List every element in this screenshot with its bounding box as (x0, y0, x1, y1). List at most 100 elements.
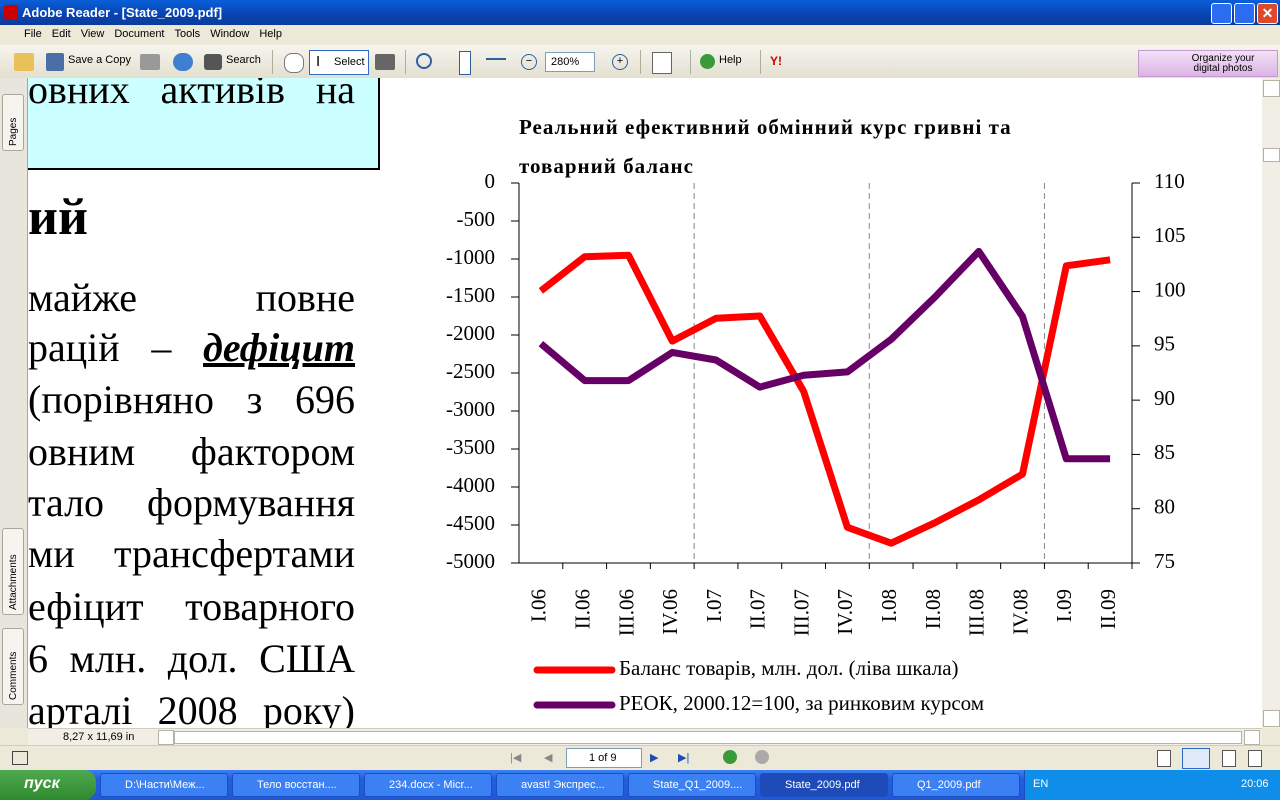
body-line: тало формування (28, 480, 355, 525)
minimize-button[interactable] (1211, 3, 1232, 24)
task-button[interactable]: 234.docx - Micr... (364, 773, 492, 797)
y-tick-label: -2000 (446, 321, 495, 345)
x-tick-label: III.07 (789, 589, 813, 636)
menu-item[interactable]: View (80, 28, 105, 40)
y-tick-label: -1500 (446, 283, 495, 307)
x-tick-label: III.06 (614, 589, 638, 636)
back-view[interactable] (723, 750, 737, 764)
select-label: Select (334, 56, 365, 68)
zoom-out[interactable]: − (521, 54, 537, 70)
panel-toggle[interactable] (12, 751, 28, 765)
task-button[interactable]: Тело восстан.... (232, 773, 360, 797)
scroll-up[interactable] (1263, 80, 1280, 97)
body-line: 6 млн. дол. США (28, 636, 355, 681)
restore-button[interactable] (1234, 3, 1255, 24)
menu-item[interactable]: Tools (174, 28, 201, 40)
facing[interactable] (1222, 750, 1236, 767)
promo-line: digital photos (1193, 63, 1253, 74)
pages-tab[interactable]: Pages (2, 94, 24, 151)
x-tick-label: I.07 (702, 589, 726, 622)
zoom-value: 280% (551, 56, 580, 68)
zoom-field[interactable]: 280% (545, 52, 595, 72)
horizontal-scrollbar: 8,27 x 11,69 in (28, 728, 1262, 746)
menu-item[interactable]: Document (114, 28, 165, 40)
email-button[interactable] (173, 53, 193, 71)
open-button[interactable] (14, 53, 34, 71)
body-line: ефіцит товарного (28, 584, 355, 629)
continuous[interactable] (1182, 748, 1210, 769)
single-page[interactable] (1157, 750, 1171, 767)
separator (405, 50, 406, 74)
body-line: майже повне (28, 275, 355, 320)
x-tick-label: II.06 (570, 589, 594, 629)
prev-page[interactable]: ◀ (544, 752, 553, 764)
comments-tab[interactable]: Comments (2, 628, 24, 705)
promo-button[interactable]: Organize your digital photos (1138, 50, 1278, 77)
y-tick-label: -500 (457, 207, 496, 231)
body-line: овним фактором (28, 429, 355, 474)
task-button[interactable]: D:\Насти\Меж... (100, 773, 228, 797)
continuous-facing[interactable] (1248, 750, 1262, 767)
snapshot-tool[interactable] (375, 54, 395, 70)
y-tick-label: -4500 (446, 511, 495, 535)
y2-tick-label: 95 (1154, 332, 1175, 356)
menu-item[interactable]: File (24, 28, 42, 40)
search-icon (204, 54, 222, 70)
x-tick-label: I.06 (527, 589, 551, 622)
task-button[interactable]: State_2009.pdf (760, 773, 888, 797)
zoom-tool[interactable] (416, 53, 432, 69)
x-tick-label: III.08 (965, 589, 989, 636)
fit-page[interactable] (459, 51, 471, 75)
menu-item[interactable]: Help (259, 28, 282, 40)
close-button[interactable]: ✕ (1257, 3, 1278, 24)
y2-tick-label: 85 (1154, 440, 1175, 464)
vertical-scrollbar[interactable] (1262, 78, 1280, 728)
task-button[interactable]: State_Q1_2009.... (628, 773, 756, 797)
help-button[interactable]: Help (719, 54, 742, 66)
y2-tick-label: 110 (1154, 169, 1185, 193)
side-panel: Pages Attachments Comments (0, 78, 28, 728)
y-tick-label: -1000 (446, 245, 495, 269)
task-button[interactable]: Q1_2009.pdf (892, 773, 1020, 797)
yahoo-button[interactable]: Y! (770, 54, 782, 68)
forward-view[interactable] (755, 750, 769, 764)
body-line: ми трансфертами (28, 531, 355, 576)
select-tool[interactable]: Select I (309, 50, 369, 75)
task-button[interactable]: avast! Экспрес... (496, 773, 624, 797)
scroll-thumb[interactable] (174, 731, 1242, 744)
save-icon (46, 53, 64, 71)
page-number: 1 of 9 (589, 752, 617, 764)
save-copy-button[interactable]: Save a Copy (68, 54, 131, 66)
language[interactable]: EN (1033, 778, 1049, 790)
last-page[interactable]: ▶| (678, 752, 690, 764)
body-text: рацій – (28, 325, 172, 370)
scroll-down[interactable] (1263, 710, 1280, 727)
scroll-thumb[interactable] (1263, 148, 1280, 162)
pages-menu[interactable] (652, 52, 672, 74)
x-tick-label: IV.08 (1008, 589, 1032, 635)
scroll-right[interactable] (1244, 730, 1260, 745)
next-page[interactable]: ▶ (650, 752, 659, 764)
zoom-in[interactable]: + (612, 54, 628, 70)
y-tick-label: -2500 (446, 359, 495, 383)
y2-tick-label: 80 (1154, 495, 1175, 519)
print-button[interactable] (140, 54, 160, 70)
fit-width[interactable] (486, 58, 506, 68)
separator (640, 50, 641, 74)
scroll-left[interactable] (158, 730, 174, 745)
x-tick-label: IV.06 (658, 589, 682, 635)
attachments-tab[interactable]: Attachments (2, 528, 24, 615)
first-page[interactable]: |◀ (510, 752, 522, 764)
menu-item[interactable]: Window (210, 28, 250, 40)
page-field[interactable]: 1 of 9 (566, 748, 642, 768)
x-tick-label: I.08 (877, 589, 901, 622)
system-tray: EN 20:06 (1024, 770, 1280, 800)
box-text: овних активів на (28, 78, 355, 112)
separator (690, 50, 691, 74)
start-label: пуск (24, 775, 60, 792)
start-button[interactable]: пуск (0, 770, 96, 800)
search-button[interactable]: Search (226, 54, 261, 66)
tab-label: Comments (8, 651, 19, 700)
menu-item[interactable]: Edit (51, 28, 71, 40)
hand-tool[interactable] (284, 53, 304, 73)
